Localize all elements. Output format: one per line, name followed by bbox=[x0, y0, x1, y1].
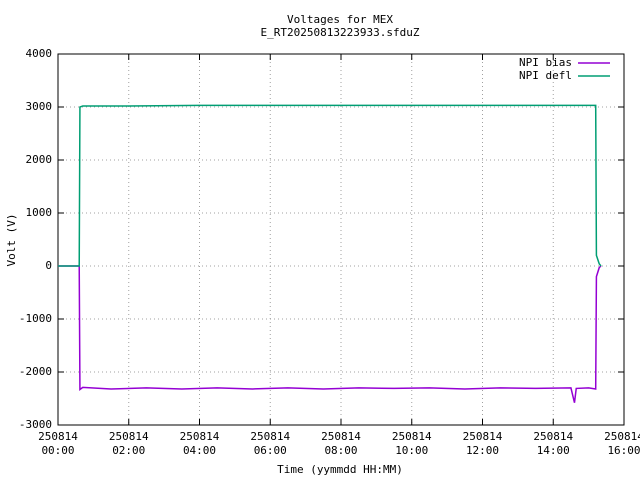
x-tick-label: 08:00 bbox=[324, 444, 357, 457]
x-tick-date: 250814 bbox=[463, 430, 503, 443]
x-tick-label: 16:00 bbox=[607, 444, 640, 457]
x-tick-label: 02:00 bbox=[112, 444, 145, 457]
chart-title: Voltages for MEX bbox=[287, 13, 393, 26]
series-line bbox=[58, 265, 602, 403]
x-tick-label: 14:00 bbox=[537, 444, 570, 457]
x-tick-date: 250814 bbox=[321, 430, 361, 443]
x-tick-label: 06:00 bbox=[254, 444, 287, 457]
series-line bbox=[58, 104, 602, 267]
x-tick-date: 250814 bbox=[392, 430, 432, 443]
y-axis-label: Volt (V) bbox=[5, 214, 18, 267]
y-tick-label: -3000 bbox=[19, 418, 52, 431]
legend-label: NPI defl bbox=[519, 69, 572, 82]
y-tick-label: 2000 bbox=[26, 153, 53, 166]
x-tick-date: 250814 bbox=[180, 430, 220, 443]
x-tick-date: 250814 bbox=[109, 430, 149, 443]
x-tick-date: 250814 bbox=[38, 430, 78, 443]
x-tick-date: 250814 bbox=[533, 430, 573, 443]
x-tick-label: 04:00 bbox=[183, 444, 216, 457]
y-tick-label: 3000 bbox=[26, 100, 53, 113]
x-tick-label: 10:00 bbox=[395, 444, 428, 457]
legend-label: NPI bias bbox=[519, 56, 572, 69]
x-tick-date: 250814 bbox=[604, 430, 640, 443]
y-tick-label: 1000 bbox=[26, 206, 53, 219]
plot-frame bbox=[57, 53, 625, 426]
y-tick-label: -2000 bbox=[19, 365, 52, 378]
x-tick-label: 00:00 bbox=[41, 444, 74, 457]
chart-subtitle: E_RT20250813223933.sfduZ bbox=[261, 26, 420, 39]
y-tick-label: 4000 bbox=[26, 47, 53, 60]
x-tick-label: 12:00 bbox=[466, 444, 499, 457]
x-tick-date: 250814 bbox=[250, 430, 290, 443]
y-tick-label: -1000 bbox=[19, 312, 52, 325]
y-tick-label: 0 bbox=[45, 259, 52, 272]
x-axis-label: Time (yymmdd HH:MM) bbox=[277, 463, 403, 476]
